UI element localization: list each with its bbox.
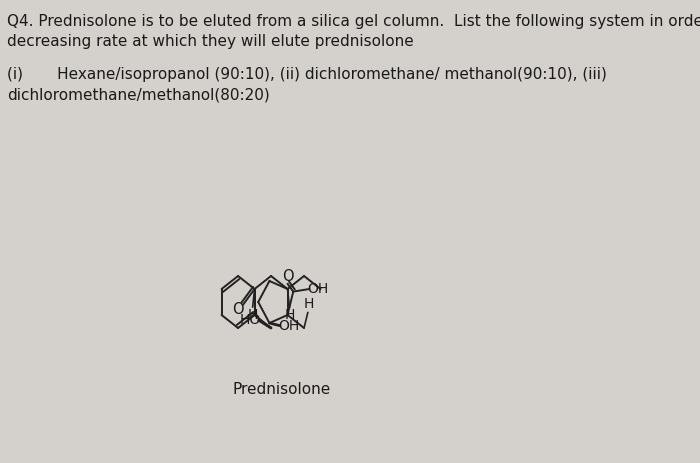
- Text: O: O: [232, 302, 244, 317]
- Text: (i)       Hexane/isopropanol (90:10), (ii) dichloromethane/ methanol(90:10), (ii: (i) Hexane/isopropanol (90:10), (ii) dic…: [7, 67, 607, 82]
- Text: OH: OH: [278, 319, 299, 332]
- Text: OH: OH: [307, 282, 329, 296]
- Text: H: H: [248, 308, 258, 322]
- Text: H: H: [284, 308, 295, 322]
- Text: decreasing rate at which they will elute prednisolone: decreasing rate at which they will elute…: [7, 34, 414, 49]
- Text: O: O: [281, 269, 293, 284]
- Text: dichloromethane/methanol(80:20): dichloromethane/methanol(80:20): [7, 87, 270, 102]
- Text: H: H: [303, 297, 314, 312]
- Text: Prednisolone: Prednisolone: [233, 382, 331, 398]
- Text: HO: HO: [239, 313, 260, 327]
- Text: Q4. Prednisolone is to be eluted from a silica gel column.  List the following s: Q4. Prednisolone is to be eluted from a …: [7, 14, 700, 29]
